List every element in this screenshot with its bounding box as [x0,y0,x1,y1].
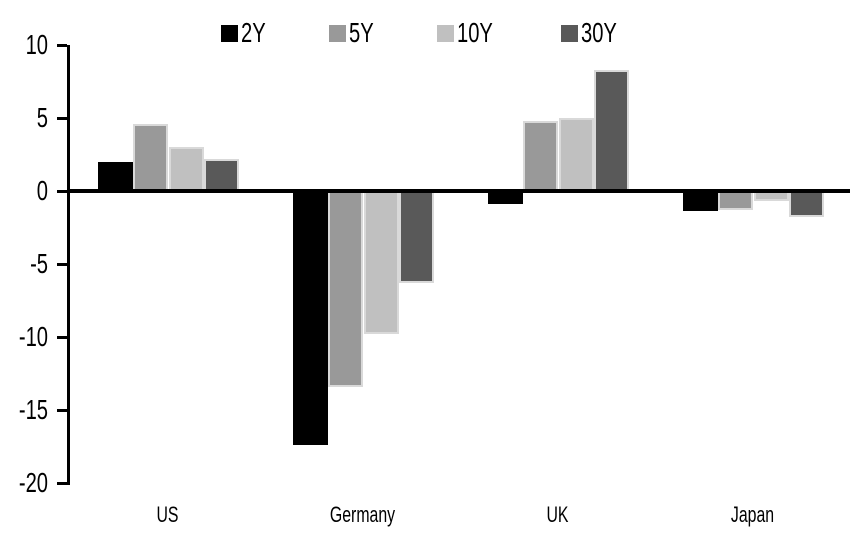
x-axis-label-japan: Japan [730,502,775,527]
legend-swatch-5y [329,24,347,42]
y-axis-tick-label: -15 [18,394,48,425]
y-axis-tick [57,336,67,339]
y-axis-tick [57,409,67,412]
bar-germany-10y [364,191,399,334]
legend-label-30y: 30Y [581,17,618,48]
y-axis-tick-label: 0 [36,175,48,206]
bar-uk-10y [559,118,594,191]
y-axis-line [67,45,70,485]
y-axis-tick [57,190,67,193]
bar-japan-5y [718,191,753,210]
bar-us-5y [133,124,168,191]
x-axis-label-uk: UK [546,502,569,527]
y-axis-tick-label: -10 [18,321,48,352]
legend: 2Y 5Y 10Y 30Y [0,18,852,48]
bar-us-2y [98,162,133,191]
bar-us-30y [204,159,239,191]
x-axis-label-germany: Germany [329,502,396,527]
legend-label-5y: 5Y [349,17,374,48]
bar-germany-5y [328,191,363,387]
y-axis-tick [57,44,67,47]
legend-label-10y: 10Y [457,17,494,48]
y-axis-tick-label: 5 [36,102,48,133]
legend-item-2y: 2Y [220,17,275,48]
bar-uk-5y [523,121,558,191]
y-axis-tick [57,117,67,120]
y-axis-tick-label: -20 [18,467,48,498]
bar-japan-2y [683,191,718,211]
legend-swatch-2y [220,24,238,42]
bar-uk-30y [594,70,629,191]
y-axis-tick-label: -5 [30,248,48,279]
x-axis-label-us: US [156,502,179,527]
legend-swatch-30y [561,24,579,42]
bar-uk-2y [488,191,523,204]
y-axis-tick [57,482,67,485]
legend-item-30y: 30Y [561,18,631,48]
bar-japan-30y [789,191,824,217]
bar-germany-2y [293,191,328,445]
bar-germany-30y [399,191,434,283]
legend-swatch-10y [437,24,455,42]
legend-label-2y: 2Y [240,17,266,48]
y-axis-tick-label: 10 [25,29,48,60]
x-axis-zero-line [67,189,850,193]
y-axis-tick [57,263,67,266]
bar-us-10y [169,147,204,191]
legend-item-5y: 5Y [329,18,383,48]
legend-item-10y: 10Y [437,18,507,48]
